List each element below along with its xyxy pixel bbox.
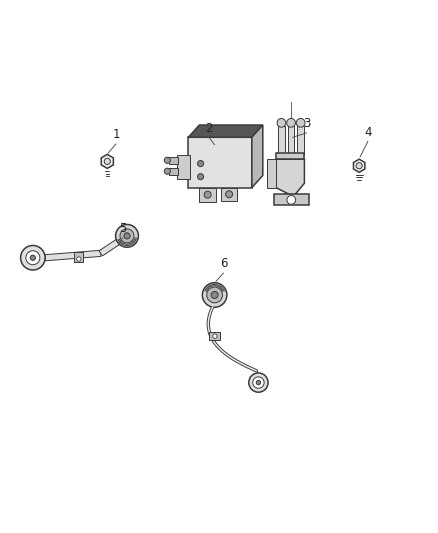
Circle shape <box>202 282 227 307</box>
Bar <box>274 194 309 205</box>
Text: 6: 6 <box>219 257 227 270</box>
Bar <box>188 138 252 188</box>
Text: 3: 3 <box>303 117 310 130</box>
Circle shape <box>77 257 81 261</box>
Polygon shape <box>276 159 304 197</box>
Text: 4: 4 <box>364 126 372 139</box>
Circle shape <box>213 334 217 338</box>
Circle shape <box>116 224 138 247</box>
Circle shape <box>253 377 264 388</box>
Circle shape <box>104 158 110 165</box>
Circle shape <box>296 118 305 127</box>
Polygon shape <box>188 125 263 138</box>
Bar <box>74 252 83 262</box>
Polygon shape <box>353 159 365 172</box>
Bar <box>221 188 237 201</box>
Circle shape <box>124 233 130 239</box>
Bar <box>288 126 294 155</box>
Circle shape <box>287 196 296 204</box>
Bar <box>169 168 178 174</box>
Bar <box>278 126 285 155</box>
Bar <box>169 157 178 164</box>
Circle shape <box>207 287 223 303</box>
Bar <box>209 332 220 340</box>
Polygon shape <box>101 155 113 168</box>
Circle shape <box>30 255 35 260</box>
Text: 2: 2 <box>205 122 213 135</box>
Text: 5: 5 <box>119 222 126 235</box>
Circle shape <box>198 174 204 180</box>
Bar <box>297 126 304 155</box>
Circle shape <box>21 246 45 270</box>
Circle shape <box>164 157 170 163</box>
Text: 1: 1 <box>112 128 120 141</box>
Bar <box>177 155 190 179</box>
Circle shape <box>256 381 261 385</box>
Circle shape <box>198 160 204 167</box>
Circle shape <box>164 168 170 174</box>
Polygon shape <box>267 159 276 188</box>
Circle shape <box>226 191 233 198</box>
Polygon shape <box>99 233 129 256</box>
Circle shape <box>204 191 211 198</box>
Polygon shape <box>252 125 263 188</box>
Circle shape <box>26 251 40 265</box>
Circle shape <box>356 163 362 169</box>
Circle shape <box>120 229 134 243</box>
Bar <box>199 188 216 201</box>
Polygon shape <box>45 251 101 261</box>
Bar <box>276 152 304 159</box>
Circle shape <box>211 292 218 298</box>
Circle shape <box>277 118 286 127</box>
Circle shape <box>249 373 268 392</box>
Circle shape <box>286 118 295 127</box>
